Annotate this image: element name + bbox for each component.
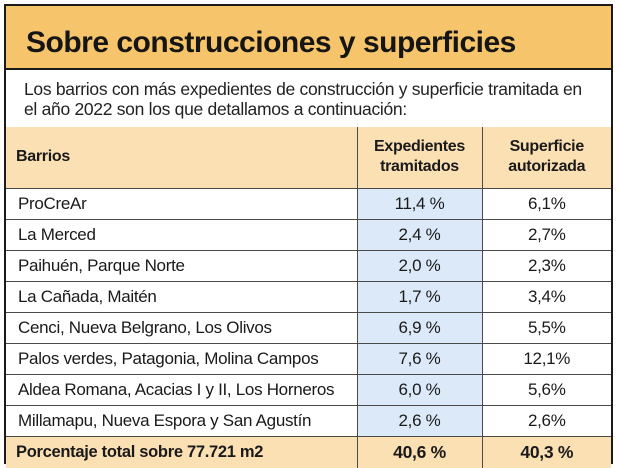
- intro-text: Los barrios con más expedientes de const…: [24, 79, 582, 119]
- total-expedientes: 40,6 %: [356, 435, 483, 468]
- cell-barrio: La Merced: [6, 218, 358, 251]
- cell-superficie: 2,7%: [481, 218, 611, 251]
- barrios-table: Barrios Expedientes tramitados Superfici…: [6, 127, 611, 468]
- cell-superficie: 5,6%: [481, 373, 611, 406]
- cell-expedientes: 2,0 %: [356, 249, 483, 282]
- cell-barrio: Aldea Romana, Acacias I y II, Los Horner…: [6, 373, 358, 406]
- cell-barrio: Palos verdes, Patagonia, Molina Campos: [6, 342, 358, 375]
- header-expedientes-line1: Expedientes: [374, 138, 465, 156]
- cell-barrio: La Cañada, Maitén: [6, 280, 358, 313]
- cell-expedientes: 1,7 %: [356, 280, 483, 313]
- header-superficie: Superficie autorizada: [481, 127, 611, 189]
- header-superficie-line1: Superficie: [509, 138, 585, 156]
- cell-barrio: ProCreAr: [6, 187, 358, 220]
- table-row: Palos verdes, Patagonia, Molina Campos 7…: [6, 342, 611, 375]
- cell-barrio: Millamapu, Nueva Espora y San Agustín: [6, 404, 358, 437]
- table-header-row: Barrios Expedientes tramitados Superfici…: [6, 127, 611, 189]
- table-row: Aldea Romana, Acacias I y II, Los Horner…: [6, 373, 611, 406]
- page-title: Sobre construcciones y superficies: [26, 26, 516, 59]
- header-expedientes-line2: tramitados: [380, 158, 459, 176]
- cell-expedientes: 6,9 %: [356, 311, 483, 344]
- table-row: La Cañada, Maitén 1,7 % 3,4%: [6, 280, 611, 313]
- total-label: Porcentaje total sobre 77.721 m2: [6, 435, 358, 468]
- table-row: Millamapu, Nueva Espora y San Agustín 2,…: [6, 404, 611, 437]
- cell-expedientes: 6,0 %: [356, 373, 483, 406]
- total-superficie: 40,3 %: [481, 435, 611, 468]
- cell-expedientes: 2,6 %: [356, 404, 483, 437]
- table-row: Paihuén, Parque Norte 2,0 % 2,3%: [6, 249, 611, 282]
- cell-superficie: 12,1%: [481, 342, 611, 375]
- total-row: Porcentaje total sobre 77.721 m2 40,6 % …: [6, 435, 611, 468]
- table-row: ProCreAr 11,4 % 6,1%: [6, 187, 611, 220]
- cell-superficie: 5,5%: [481, 311, 611, 344]
- table-row: Cenci, Nueva Belgrano, Los Olivos 6,9 % …: [6, 311, 611, 344]
- infographic-frame: Sobre construcciones y superficies Los b…: [4, 4, 613, 468]
- cell-expedientes: 2,4 %: [356, 218, 483, 251]
- cell-superficie: 3,4%: [481, 280, 611, 313]
- cell-expedientes: 11,4 %: [356, 187, 483, 220]
- cell-superficie: 2,3%: [481, 249, 611, 282]
- header-barrios: Barrios: [6, 127, 358, 189]
- cell-expedientes: 7,6 %: [356, 342, 483, 375]
- cell-superficie: 6,1%: [481, 187, 611, 220]
- header-expedientes: Expedientes tramitados: [356, 127, 483, 189]
- header-superficie-line2: autorizada: [508, 158, 586, 176]
- cell-superficie: 2,6%: [481, 404, 611, 437]
- cell-barrio: Cenci, Nueva Belgrano, Los Olivos: [6, 311, 358, 344]
- cell-barrio: Paihuén, Parque Norte: [6, 249, 358, 282]
- title-bar: Sobre construcciones y superficies: [6, 6, 611, 70]
- table-row: La Merced 2,4 % 2,7%: [6, 218, 611, 251]
